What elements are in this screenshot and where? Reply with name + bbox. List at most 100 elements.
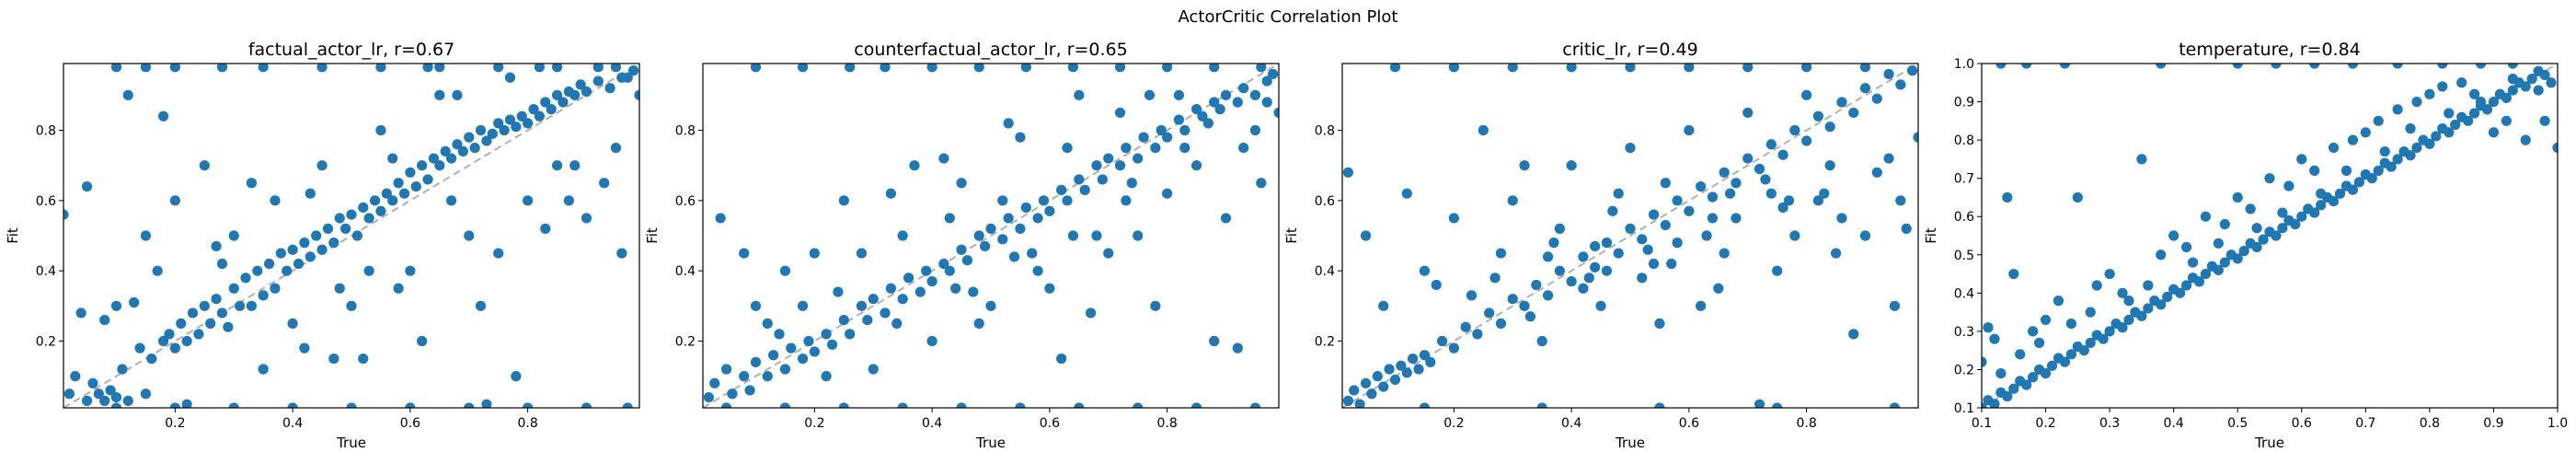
scatter-point <box>122 89 133 100</box>
scatter-point <box>2373 165 2384 176</box>
scatter-point <box>1413 364 1424 375</box>
scatter-point <box>2219 218 2230 230</box>
y-tick-label: 0.4 <box>675 264 696 279</box>
scatter-point <box>1003 118 1014 129</box>
scatter-point <box>1238 142 1249 154</box>
scatter-point <box>610 64 622 73</box>
scatter-point <box>1648 258 1660 270</box>
scatter-point <box>1179 142 1190 154</box>
scatter-point <box>592 64 604 73</box>
scatter-point <box>1848 107 1859 119</box>
scatter-point <box>1342 395 1353 406</box>
scatter-point <box>1601 238 1613 249</box>
x-axis-label: True <box>2254 435 2284 451</box>
scatter-point <box>534 64 546 73</box>
scatter-point <box>1607 205 1618 216</box>
scatter-point <box>1719 167 1730 178</box>
scatter-point <box>263 258 275 270</box>
scatter-point <box>99 314 110 326</box>
scatter-point <box>1044 283 1055 294</box>
scatter-point <box>1895 195 1906 206</box>
scatter-point <box>944 213 955 224</box>
scatter-point <box>2334 188 2346 199</box>
scatter-point <box>1871 167 1882 178</box>
scatter-point <box>270 283 281 294</box>
y-tick-label: 0.2 <box>1315 334 1335 349</box>
scatter-point <box>2340 165 2352 176</box>
scatter-panel-2: 0.2 0.4 0.6 0.8 0.2 0.4 0.6 0.8 counterfactual_a… <box>644 40 1280 451</box>
scatter-point <box>157 110 169 122</box>
scatter-point <box>2450 119 2461 131</box>
scatter-panel-4: 0.1 0.2 0.3 0.4 0.5 0.6 0.7 0.8 0.9 1.0 0.1 0.2 0.3 0… <box>1923 40 2568 451</box>
scatter-point <box>1261 97 1272 108</box>
scatter-point <box>375 64 386 73</box>
x-tick-label: 0.6 <box>1040 416 1060 431</box>
scatter-point <box>2424 88 2435 99</box>
scatter-point <box>1824 122 1835 133</box>
scatter-point <box>2251 223 2262 234</box>
axes-frame <box>63 63 640 409</box>
scatter-point <box>1625 223 1636 234</box>
scatter-point <box>228 283 239 294</box>
scatter-point <box>581 213 592 224</box>
scatter-point <box>2316 200 2327 211</box>
scatter-point <box>1566 64 1577 73</box>
scatter-point <box>63 389 75 400</box>
scatter-point <box>903 273 914 284</box>
scatter-point <box>2219 257 2230 268</box>
scatter-point <box>2187 257 2199 268</box>
scatter-point <box>1249 89 1261 100</box>
scatter-point <box>1360 230 1372 241</box>
scatter-point <box>1150 300 1161 311</box>
scatter-point <box>1150 142 1161 154</box>
scatter-point <box>2539 115 2550 126</box>
scatter-point <box>1015 402 1026 408</box>
scatter-point <box>334 213 345 224</box>
axes-frame <box>1981 63 2559 409</box>
scatter-point <box>563 195 574 206</box>
scatter-point <box>2507 85 2518 96</box>
scatter-point <box>1256 178 1267 189</box>
scatter-point <box>2424 138 2435 149</box>
scatter-point <box>2539 69 2550 81</box>
scatter-point <box>950 283 961 294</box>
scatter-point <box>1707 191 1719 203</box>
scatter-point <box>417 160 428 171</box>
scatter-point <box>750 64 762 73</box>
scatter-point <box>417 335 428 347</box>
scatter-point <box>81 180 93 192</box>
scatter-point <box>1995 64 2007 69</box>
scatter-point <box>1202 118 1213 129</box>
scatter-point <box>2277 207 2288 218</box>
scatter-point <box>2411 142 2422 154</box>
scatter-point <box>1436 335 1448 347</box>
scatter-point <box>956 402 967 408</box>
scatter-point <box>1085 307 1097 319</box>
scatter-point <box>1760 174 1771 185</box>
scatter-point <box>187 307 199 319</box>
scatter-point <box>2277 223 2288 234</box>
scatter-point <box>235 300 246 311</box>
scatter-point <box>1772 265 1783 276</box>
scatter-point <box>1754 163 1765 175</box>
x-tick-label: 0.1 <box>1972 416 1992 431</box>
scatter-point <box>381 188 392 199</box>
scatter-point <box>464 402 475 408</box>
scatter-point <box>398 188 410 199</box>
scatter-point <box>1765 188 1777 199</box>
scatter-point <box>1232 97 1243 108</box>
scatter-point <box>293 258 305 270</box>
y-tick-label: 0.3 <box>1954 325 1974 340</box>
scatter-point <box>75 307 86 319</box>
scatter-point <box>634 89 639 100</box>
scatter-point <box>228 230 239 241</box>
scatter-point <box>199 160 210 171</box>
scatter-point <box>393 178 404 189</box>
scatter-point <box>2271 64 2282 69</box>
scatter-point <box>1554 265 1565 276</box>
scatter-point <box>1091 160 1102 171</box>
scatter-point <box>363 213 374 224</box>
scatter-point <box>1590 240 1601 252</box>
scatter-point <box>2360 127 2371 138</box>
